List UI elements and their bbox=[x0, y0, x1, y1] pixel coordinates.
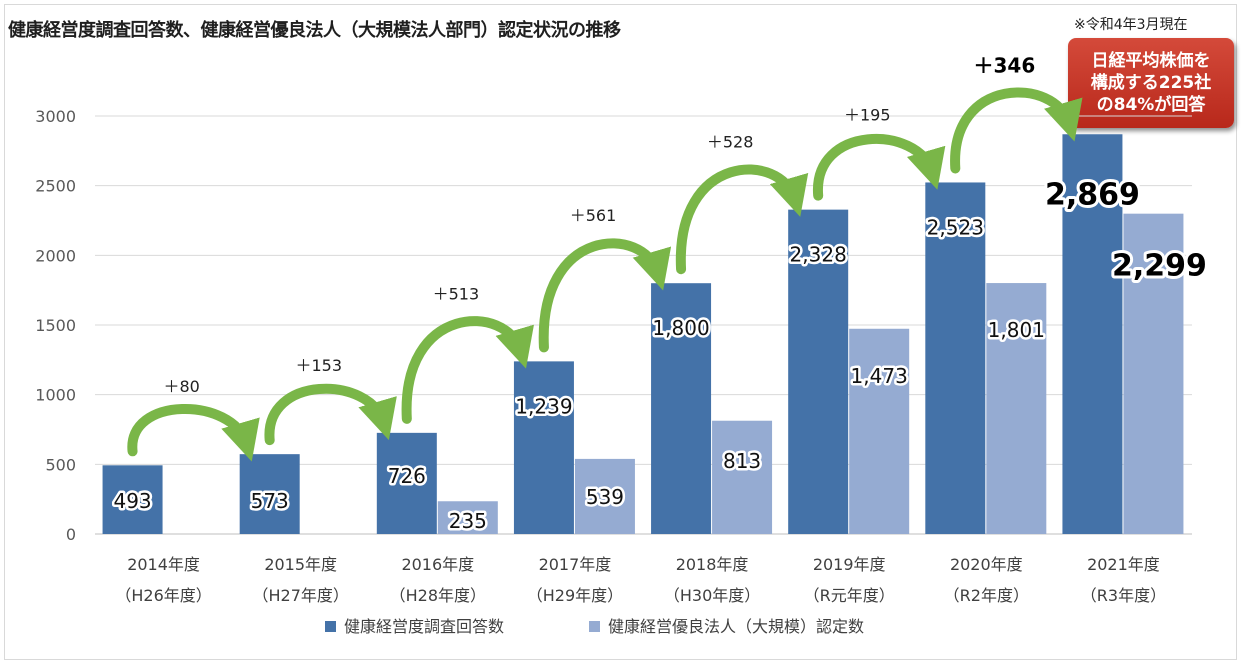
y-tick-label: 1500 bbox=[35, 316, 76, 335]
bar-certified-count bbox=[437, 501, 498, 534]
data-label-certified: 235 bbox=[449, 509, 487, 533]
callout-box: 日経平均株価を 構成する225社 の84%が回答 bbox=[1068, 38, 1234, 128]
increment-label: ＋528 bbox=[707, 133, 754, 152]
x-category-sublabel: （H30年度） bbox=[664, 586, 760, 605]
x-category-sublabel: （R2年度） bbox=[944, 586, 1029, 605]
legend-label-survey: 健康経営度調査回答数 bbox=[344, 617, 504, 636]
legend-label-certified: 健康経営優良法人（大規模）認定数 bbox=[608, 617, 864, 636]
bar-certified-count bbox=[574, 458, 635, 534]
increment-label: ＋561 bbox=[570, 206, 617, 225]
x-category-sublabel: （H27年度） bbox=[252, 586, 348, 605]
data-label-certified: 2,299 bbox=[1112, 249, 1207, 284]
y-tick-label: 1000 bbox=[35, 386, 76, 405]
bar-survey-responses bbox=[788, 209, 849, 534]
bar-survey-responses bbox=[513, 361, 574, 534]
data-label-survey: 493 bbox=[113, 489, 151, 513]
x-category-label: 2020年度 bbox=[950, 555, 1023, 574]
legend-swatch-certified bbox=[589, 621, 600, 632]
growth-arrow bbox=[950, 87, 1083, 174]
growth-arrow bbox=[127, 404, 260, 462]
data-label-certified: 539 bbox=[586, 485, 624, 509]
x-category-sublabel: （H26年度） bbox=[115, 586, 211, 605]
data-label-certified: 813 bbox=[723, 449, 761, 473]
y-tick-label: 2000 bbox=[35, 246, 76, 265]
x-category-label: 2016年度 bbox=[401, 555, 474, 574]
x-category-sublabel: （H28年度） bbox=[390, 586, 486, 605]
data-label-survey: 2,869 bbox=[1045, 177, 1140, 212]
callout-line: 構成する225社 bbox=[1090, 73, 1212, 93]
bar-survey-responses bbox=[651, 283, 712, 534]
bar-certified-count bbox=[1123, 213, 1184, 534]
growth-arrow bbox=[813, 133, 946, 201]
bar-survey-responses bbox=[239, 454, 300, 534]
bar-certified-count bbox=[986, 283, 1047, 534]
bar-certified-count bbox=[849, 328, 910, 534]
y-tick-label: 0 bbox=[66, 525, 76, 544]
growth-arrow bbox=[676, 164, 809, 275]
y-tick-label: 3000 bbox=[35, 107, 76, 126]
data-label-survey: 573 bbox=[251, 489, 289, 513]
growth-arrow bbox=[538, 238, 672, 353]
bar-survey-responses bbox=[1062, 134, 1123, 534]
increment-label: ＋195 bbox=[844, 105, 891, 124]
x-category-label: 2021年度 bbox=[1087, 555, 1160, 574]
data-label-survey: 2,328 bbox=[790, 243, 847, 267]
increment-label: ＋346 bbox=[974, 53, 1036, 77]
bar-survey-responses bbox=[925, 182, 986, 534]
data-label-survey: 1,800 bbox=[652, 316, 709, 340]
legend-swatch-survey bbox=[325, 621, 336, 632]
increment-label: ＋513 bbox=[433, 284, 480, 303]
x-category-label: 2018年度 bbox=[676, 555, 749, 574]
bar-survey-responses bbox=[102, 465, 163, 534]
data-label-survey: 2,523 bbox=[927, 215, 984, 239]
data-label-survey: 1,239 bbox=[515, 394, 572, 418]
y-tick-label: 2500 bbox=[35, 177, 76, 196]
growth-arrow bbox=[401, 316, 534, 424]
date-note: ※令和4年3月現在 bbox=[1074, 17, 1188, 33]
x-category-sublabel: （H29年度） bbox=[527, 586, 623, 605]
x-category-sublabel: （R元年度） bbox=[804, 586, 895, 605]
x-category-label: 2017年度 bbox=[539, 555, 612, 574]
data-label-certified: 1,801 bbox=[988, 318, 1045, 342]
bar-survey-responses bbox=[376, 432, 437, 534]
bar-certified-count bbox=[712, 420, 773, 534]
y-tick-label: 500 bbox=[45, 455, 76, 474]
chart-title: 健康経営度調査回答数、健康経営優良法人（大規模法人部門）認定状況の推移 bbox=[8, 20, 621, 41]
x-category-label: 2019年度 bbox=[813, 555, 886, 574]
growth-arrow bbox=[264, 383, 397, 446]
callout-line: の84%が回答 bbox=[1096, 95, 1206, 115]
x-category-label: 2014年度 bbox=[127, 555, 200, 574]
callout-line: 日経平均株価を bbox=[1091, 51, 1211, 71]
data-label-survey: 726 bbox=[388, 464, 426, 488]
x-category-label: 2015年度 bbox=[264, 555, 337, 574]
x-category-sublabel: （R3年度） bbox=[1081, 586, 1166, 605]
data-label-certified: 1,473 bbox=[851, 364, 908, 388]
increment-label: ＋153 bbox=[295, 356, 342, 375]
increment-label: ＋80 bbox=[163, 377, 199, 396]
